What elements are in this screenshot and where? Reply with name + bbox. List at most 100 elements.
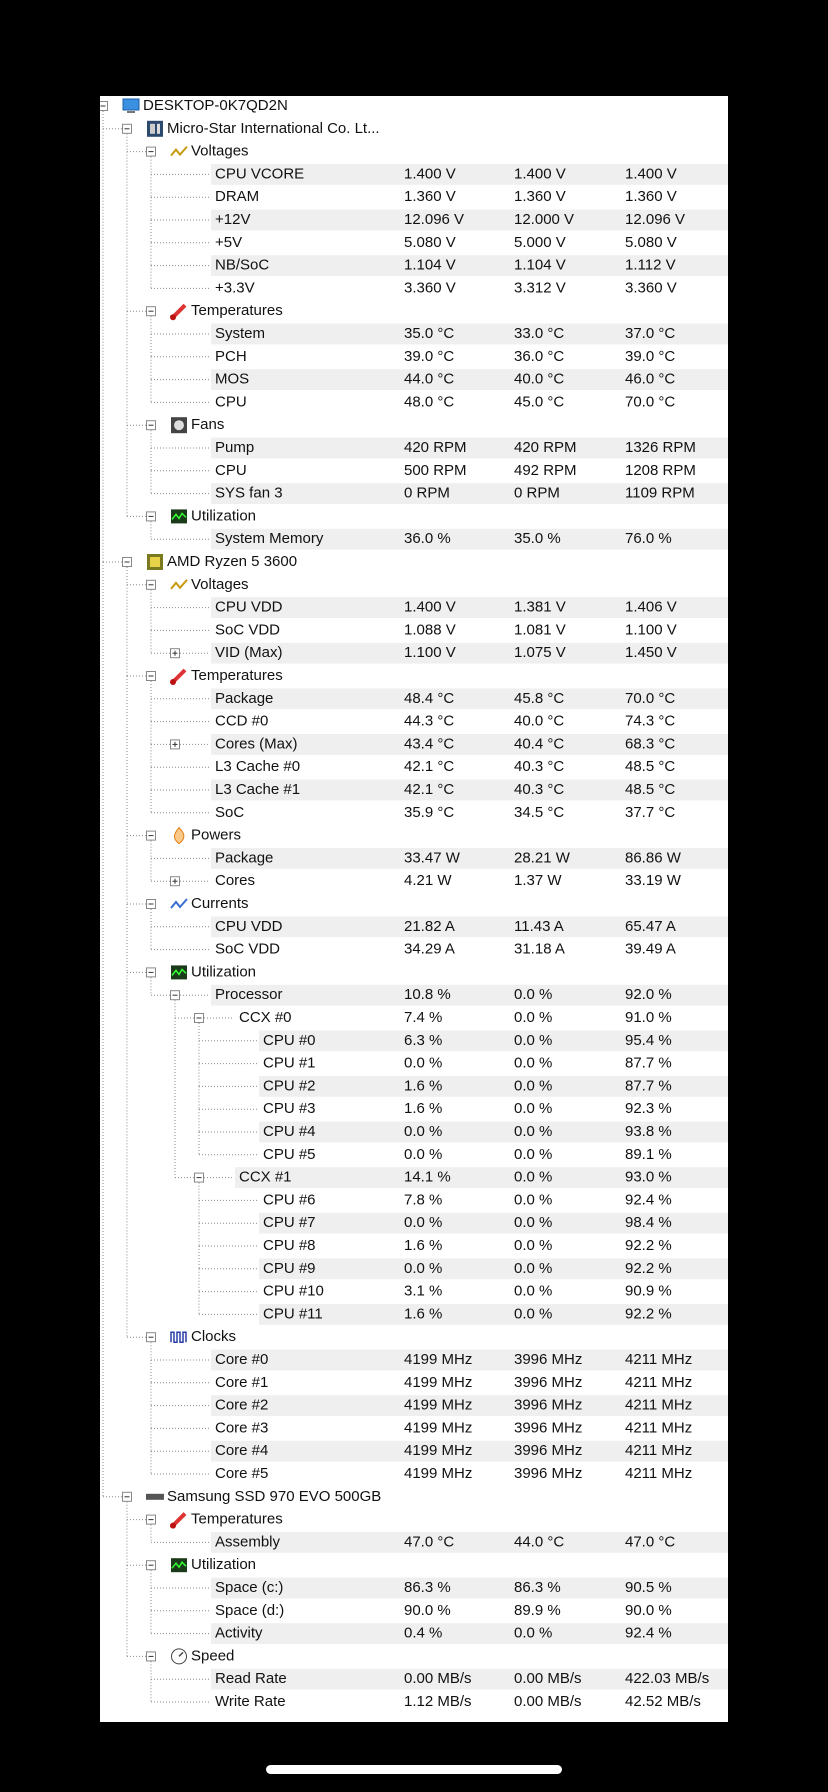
sensor-value: 6.3 % [404,1032,442,1049]
sensor-value: 92.4 % [625,1625,672,1642]
sensor-value: 68.3 °C [625,735,675,752]
node-label: System Memory [215,530,324,547]
sensor-value: 1109 RPM [625,485,695,502]
node-label: Currents [191,895,249,912]
icon-part [170,898,188,909]
sensor-value: 1.450 V [625,644,677,661]
sensor-value: 70.0 °C [625,690,675,707]
sensor-value: 1.075 V [514,644,566,661]
icon-cpu [147,554,163,570]
icon-part [170,145,188,157]
sensor-value: 5.080 V [404,234,456,251]
row-highlight [211,779,728,801]
node-label: SYS fan 3 [215,485,283,502]
icon-part [150,557,160,567]
sensor-value: 1.381 V [514,599,566,616]
node-label: CPU #9 [263,1260,316,1277]
node-label: PCH [215,348,247,365]
row-highlight [211,848,728,869]
sensor-value: 422.03 MB/s [625,1670,709,1687]
sensor-value: 92.3 % [625,1100,672,1117]
sensor-value: 34.29 A [404,941,455,958]
sensor-value: 0.0 % [404,1055,442,1072]
node-label: Core #5 [215,1465,268,1482]
row-highlight [259,1212,728,1234]
sensor-value: 33.19 W [625,872,682,889]
sensor-value: 0.0 % [404,1260,442,1277]
row-highlight [259,1076,728,1097]
node-label: DESKTOP-0K7QD2N [143,97,288,114]
sensor-value: 98.4 % [625,1214,672,1231]
icon-part [170,579,188,590]
sensor-value: 1.360 V [625,188,677,205]
sensor-value: 4199 MHz [404,1442,472,1459]
sensor-value: 92.2 % [625,1237,672,1254]
row-highlight [211,437,728,459]
sensor-value: 4211 MHz [625,1465,692,1482]
node-label: CPU #5 [263,1146,316,1163]
sensor-value: 39.0 °C [625,348,675,365]
sensor-value: 0.4 % [404,1625,442,1642]
sensor-value: 3996 MHz [514,1351,582,1368]
node-label: Pump [215,439,254,456]
sensor-value: 3996 MHz [514,1419,582,1436]
sensor-value: 42.52 MB/s [625,1693,701,1710]
node-label: Utilization [191,1556,256,1573]
sensor-value: 92.2 % [625,1260,672,1277]
row-highlight [259,1258,728,1280]
icon-part [127,111,135,113]
node-label: CPU [215,393,247,410]
icon-speed [171,1648,187,1665]
icon-part [170,314,176,321]
node-label: L3 Cache #1 [215,781,300,798]
sensor-value: 0.0 % [404,1123,442,1140]
sensor-value: 48.5 °C [625,781,675,798]
sensor-value: 40.3 °C [514,781,564,798]
icon-part [171,509,187,524]
sensor-value: 92.0 % [625,986,672,1003]
sensor-value: 1.406 V [625,599,677,616]
node-label: Space (c:) [215,1579,283,1596]
icon-part [178,1651,184,1657]
sensor-value: 86.3 % [404,1579,451,1596]
icon-clock [170,1331,187,1343]
row-highlight [211,916,728,938]
sensor-value: 0.00 MB/s [514,1670,582,1687]
icon-board [147,120,163,137]
sensor-value: 43.4 °C [404,735,454,752]
node-label: Fans [191,416,224,433]
node-label: L3 Cache #0 [215,758,300,775]
node-label: SoC [215,804,244,821]
sensor-value: 47.0 °C [625,1533,675,1550]
sensor-value: 1326 RPM [625,439,696,456]
node-label: Core #2 [215,1397,268,1414]
node-label: Read Rate [215,1670,287,1687]
sensor-value: 34.5 °C [514,804,564,821]
sensor-value: 65.47 A [625,918,676,935]
node-label: Package [215,849,273,866]
sensor-value: 40.3 °C [514,758,564,775]
sensor-value: 5.080 V [625,234,677,251]
icon-part [171,968,187,976]
row-highlight [211,1623,728,1644]
sensor-value: 36.0 °C [514,348,564,365]
sensor-value: 1.400 V [514,165,566,182]
sensor-value: 45.8 °C [514,690,564,707]
icon-part [170,679,176,685]
node-label: Samsung SSD 970 EVO 500GB [167,1488,381,1505]
sensor-value: 0.00 MB/s [404,1670,472,1687]
node-label: Core #4 [215,1442,268,1459]
node-label: Activity [215,1625,263,1642]
sensor-value: 37.0 °C [625,325,675,342]
node-label: Voltages [191,576,249,593]
node-label: Core #0 [215,1351,268,1368]
sensor-value: 0.0 % [514,1169,552,1186]
icon-part [171,512,187,520]
node-label: CPU #0 [263,1032,316,1049]
node-label: Write Rate [215,1693,286,1710]
icon-fan [171,417,187,434]
row-highlight [211,642,728,664]
sensor-value: 3.360 V [625,279,677,296]
sensor-value: 0.0 % [514,1191,552,1208]
